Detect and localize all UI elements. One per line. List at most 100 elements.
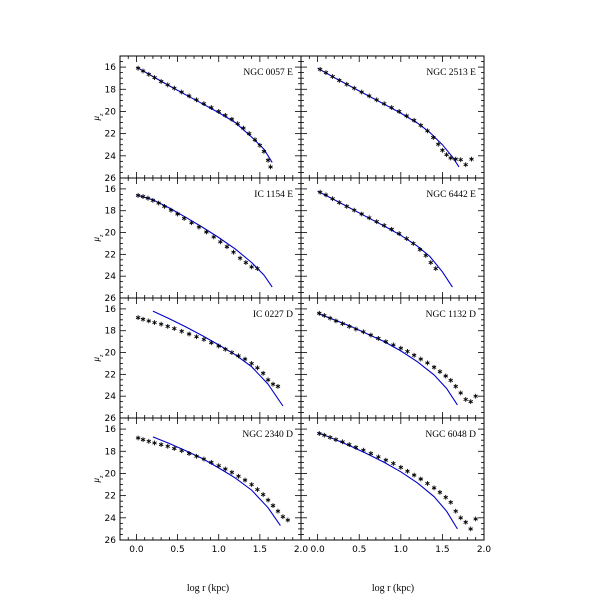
data-point [171,326,177,331]
data-point [140,68,146,74]
data-point-stroke [361,448,366,452]
data-point [410,241,416,246]
data-point-stroke [179,329,185,333]
data-point-stroke [468,400,473,404]
data-point [156,200,161,206]
y-tick-label: 26 [105,536,117,546]
x-axis-label-left: log r (kpc) [187,583,229,594]
data-point-stroke [359,90,365,94]
data-point-stroke [389,105,394,110]
data-point-stroke [146,72,152,76]
data-point-stroke [165,324,171,328]
x-tick-label: 0.5 [170,545,184,555]
data-point [391,342,396,348]
data-point [398,345,404,351]
data-point-stroke [257,143,263,147]
data-point-stroke [443,374,449,378]
panel: 16 18 20 22 24 26 μz IC 1154 E [91,177,302,304]
model-curve [317,312,458,406]
y-axis-label-subscript: z [98,354,105,358]
data-point [235,121,240,127]
data-point [458,390,464,396]
data-point [361,447,366,453]
data-point [381,101,387,107]
data-point-stroke [265,378,271,382]
data-point-stroke [353,445,359,449]
data-point-stroke [179,449,185,453]
y-tick-label: 18 [105,447,117,457]
y-tick-label: 16 [105,305,117,315]
data-point [336,78,342,83]
data-point-stroke [473,394,478,398]
data-point-stroke [411,473,417,477]
data-point-stroke [330,197,335,201]
panel: 16 18 20 22 24 26 μz IC 0227 D [91,297,302,424]
data-point-stroke [418,357,424,361]
data-point [249,482,254,487]
data-point [346,442,352,448]
data-point-stroke [223,113,228,117]
data-point [389,105,394,110]
data-point [285,517,291,523]
data-point-stroke [317,67,323,71]
data-point [204,229,209,235]
data-point-stroke [209,460,214,464]
data-point [404,113,409,119]
data-point-stroke [135,193,141,198]
data-point [423,253,429,258]
data-point-stroke [340,322,345,326]
data-point-stroke [175,212,180,216]
data-point-stroke [270,382,276,386]
data-point [418,476,424,482]
data-point [162,203,167,209]
data-point-stroke [448,378,454,382]
data-point [186,331,192,337]
data-point-stroke [458,158,464,162]
data-point-stroke [135,316,141,320]
data-point [359,211,365,217]
model-curve [136,66,273,163]
data-point-stroke [333,438,339,442]
data-point [444,152,449,158]
y-axis-label-subscript: z [98,113,105,117]
data-point [211,234,217,240]
data-point-stroke [135,436,141,440]
data-point [333,437,339,443]
data-point [216,463,222,469]
data-point-stroke [463,520,469,524]
data-point [391,461,396,466]
data-point-stroke [344,82,350,86]
panel-plot-area [135,193,273,288]
y-tick-label: 24 [105,514,117,524]
data-point-stroke [323,71,329,75]
panel-plot-area [316,310,478,406]
data-point [346,323,352,329]
data-point-stroke [344,204,350,208]
data-point-stroke [150,198,156,202]
data-point-stroke [453,157,459,161]
data-point [473,393,478,399]
y-tick-label: 26 [105,294,117,304]
data-point [229,116,235,122]
data-point-stroke [158,79,164,84]
y-tick-label: 16 [105,63,117,73]
y-axis-label: μz [91,113,105,122]
data-point-stroke [186,332,192,336]
data-point [425,360,430,366]
data-point [229,350,235,355]
data-point [430,135,436,140]
data-point [168,207,174,213]
data-point [216,343,222,349]
data-point-stroke [158,322,164,326]
data-point [152,320,157,325]
data-point [201,456,207,462]
y-tick-label: 18 [105,207,117,217]
data-point [243,260,249,265]
data-point [317,189,323,195]
data-point-stroke [411,118,417,122]
y-tick-label: 20 [105,349,117,359]
data-point [463,162,469,168]
data-point [265,157,271,163]
panel-label: NGC 1132 D [426,310,476,320]
data-point-stroke [280,515,286,519]
